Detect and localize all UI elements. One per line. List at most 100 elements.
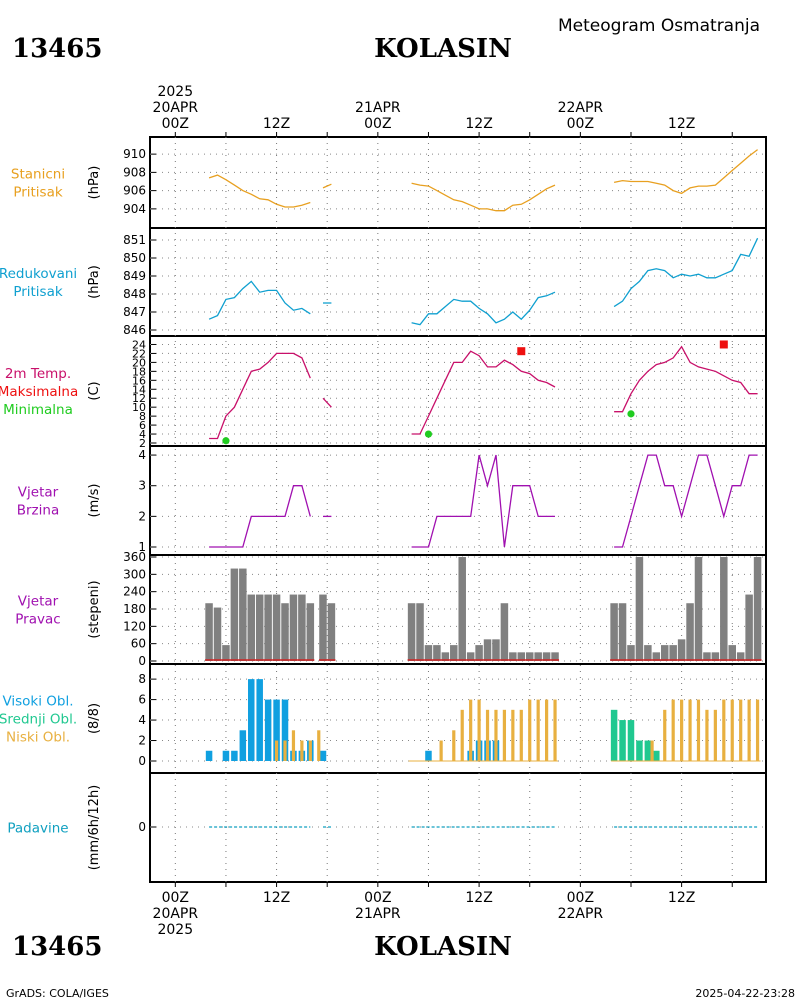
y-tick-label: 12 [132, 392, 146, 405]
wind-direction-bar [407, 603, 416, 661]
wind_speed-series-line [209, 485, 311, 548]
wind-direction-bar [542, 652, 551, 661]
wind-direction-bar [475, 645, 483, 661]
y-tick-label: 847 [123, 305, 146, 319]
wind-direction-bar [610, 603, 618, 661]
max-temp-marker [719, 340, 728, 349]
panel-label: Stanicni [11, 167, 65, 183]
temperature-series-line [322, 397, 332, 408]
cloud-bar [222, 750, 230, 761]
panel-label: Pritisak [13, 185, 63, 201]
wind-direction-bar [551, 652, 559, 661]
cloud-bar [545, 699, 549, 761]
wind-direction-bar [525, 652, 534, 661]
wind-direction-bar [618, 603, 627, 661]
panel-label: Padavine [7, 821, 68, 837]
time-label-top: 12Z [465, 116, 492, 132]
wind-direction-bar [416, 603, 424, 661]
cloud-bar [627, 720, 635, 761]
cloud-bar [205, 750, 213, 761]
time-label-bottom: 21APR [355, 906, 401, 922]
min-temp-marker [424, 430, 433, 438]
min-temp-marker [222, 437, 230, 445]
time-label-bottom: 12Z [465, 890, 492, 906]
y-axis-label: (m/s) [87, 484, 102, 518]
y-tick-label: 850 [123, 251, 146, 265]
y-axis-label: (stepeni) [87, 580, 102, 638]
y-tick-label: 6 [139, 419, 146, 432]
station-id-top: 13465 [12, 34, 102, 64]
cloud-bar [274, 740, 279, 761]
wind-direction-bar [306, 603, 315, 661]
cloud-bar [636, 740, 643, 761]
cloud-bar [747, 699, 751, 761]
wind-direction-bar [205, 603, 213, 661]
wind-direction-bar [264, 594, 272, 661]
panel-label: Visoki Obl. [2, 694, 73, 710]
time-label-top: 00Z [567, 116, 594, 132]
y-tick-label: 4 [138, 448, 146, 462]
wind-direction-bar [669, 645, 677, 661]
wind-direction-bar [458, 557, 466, 661]
wind-direction-bar [635, 557, 644, 661]
panel-label: Srednji Obl. [0, 712, 77, 728]
wind-direction-bar [500, 603, 509, 661]
y-tick-label: 4 [139, 428, 146, 441]
cloud-bar [730, 699, 734, 761]
cloud-bar [502, 709, 507, 761]
wind-direction-bar [660, 645, 669, 661]
time-label-bottom: 12Z [263, 890, 290, 906]
wind-direction-bar [289, 594, 298, 661]
wind-direction-bar [424, 645, 433, 661]
time-label-top: 2025 [157, 84, 193, 100]
cloud-bar [264, 699, 272, 761]
wind-direction-bar [247, 594, 256, 661]
wind-direction-bar [230, 568, 239, 661]
time-label-bottom: 00Z [567, 890, 594, 906]
cloud-bar [644, 740, 652, 761]
panel-label: Minimalna [3, 402, 73, 418]
cloud-bar [722, 699, 726, 761]
wind-direction-bar [728, 645, 736, 661]
wind-direction-bar [466, 652, 475, 661]
cloud-bar [460, 709, 464, 761]
cloud-bar [619, 720, 626, 761]
pressure-series-line [411, 182, 556, 212]
cloud-bar [511, 709, 515, 761]
y-tick-label: 2 [138, 734, 146, 748]
cloud-bar [610, 709, 618, 761]
wind-direction-bar [517, 652, 526, 661]
cloud-bar [536, 699, 540, 761]
wind_speed-series-line [411, 454, 555, 548]
wind-direction-bar [694, 557, 703, 661]
time-label-bottom: 20APR [153, 906, 199, 922]
wind-direction-bar [483, 639, 492, 661]
wind-direction-bar [753, 557, 762, 661]
wind-direction-bar [686, 603, 694, 661]
cloud-bar [300, 740, 304, 761]
time-label-bottom: 00Z [364, 890, 391, 906]
footer-credit: GrADS: COLA/IGES [6, 987, 109, 1000]
y-tick-label: 6 [138, 693, 146, 707]
y-tick-label: 849 [123, 269, 146, 283]
wind-direction-bar [534, 652, 542, 661]
y-axis-label: (mm/6h/12h) [87, 785, 102, 871]
wind-direction-bar [711, 652, 720, 661]
y-tick-label: 908 [123, 165, 146, 179]
y-tick-label: 300 [123, 567, 146, 581]
station-id-bottom: 13465 [12, 932, 102, 962]
cloud-bar [663, 709, 667, 761]
y-tick-label: 20 [132, 356, 146, 369]
cloud-bar [231, 750, 238, 761]
wind-direction-bar [281, 603, 289, 661]
y-tick-label: 846 [123, 323, 146, 337]
cloud-bar [308, 740, 312, 761]
pressure-series-line [613, 149, 758, 195]
panel-label: Pritisak [13, 284, 63, 300]
wind-direction-bar [652, 652, 661, 661]
chart-subtitle: Meteogram Osmatranja [558, 16, 760, 36]
y-tick-label: 0 [138, 754, 146, 768]
y-tick-label: 8 [138, 672, 146, 686]
